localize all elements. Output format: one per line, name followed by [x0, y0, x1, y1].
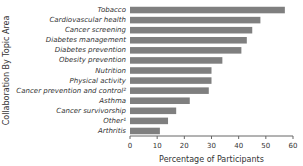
y-axis-title: Collaboration By Topic Area [2, 16, 11, 126]
bar [130, 27, 252, 34]
bars [130, 7, 285, 134]
category-label: Diabetes prevention [55, 46, 126, 54]
bar [130, 7, 285, 14]
category-label: Diabetes management [46, 36, 126, 44]
bar [130, 118, 168, 125]
bar [130, 47, 241, 54]
category-label: Arthritis [97, 127, 126, 135]
x-tick-label: 10 [153, 142, 162, 150]
x-tick-label: 50 [261, 142, 270, 150]
category-label: Asthma [98, 97, 126, 105]
bar [130, 108, 176, 115]
category-label: Other¹ [103, 117, 126, 125]
x-tick-label: 30 [207, 142, 216, 150]
bar [130, 17, 260, 24]
bar [130, 37, 247, 44]
category-label: Tobacco [98, 6, 126, 14]
category-label: Physical activity [69, 77, 126, 85]
x-tick-label: 60 [289, 142, 298, 150]
chart: Collaboration By Topic Area Arthritis Othe… [0, 0, 303, 166]
x-tick-label: 0 [128, 142, 132, 150]
x-axis-title: Percentage of Participants [159, 155, 264, 164]
bar [130, 57, 222, 64]
category-label: Cardiovascular health [49, 16, 126, 24]
category-label: Cancer prevention and control² [16, 87, 126, 95]
x-tick-label: 40 [234, 142, 243, 150]
category-label: Cancer screening [65, 26, 127, 34]
x-tick-label: 20 [180, 142, 189, 150]
bar [130, 87, 209, 94]
bar [130, 128, 160, 135]
category-label: Obesity prevention [59, 56, 126, 64]
bar [130, 77, 212, 84]
category-label: Nutrition [95, 67, 126, 75]
category-label: Cancer survivorship [56, 107, 126, 115]
x-axis-line [130, 136, 293, 137]
bar [130, 97, 190, 104]
bar [130, 67, 212, 74]
